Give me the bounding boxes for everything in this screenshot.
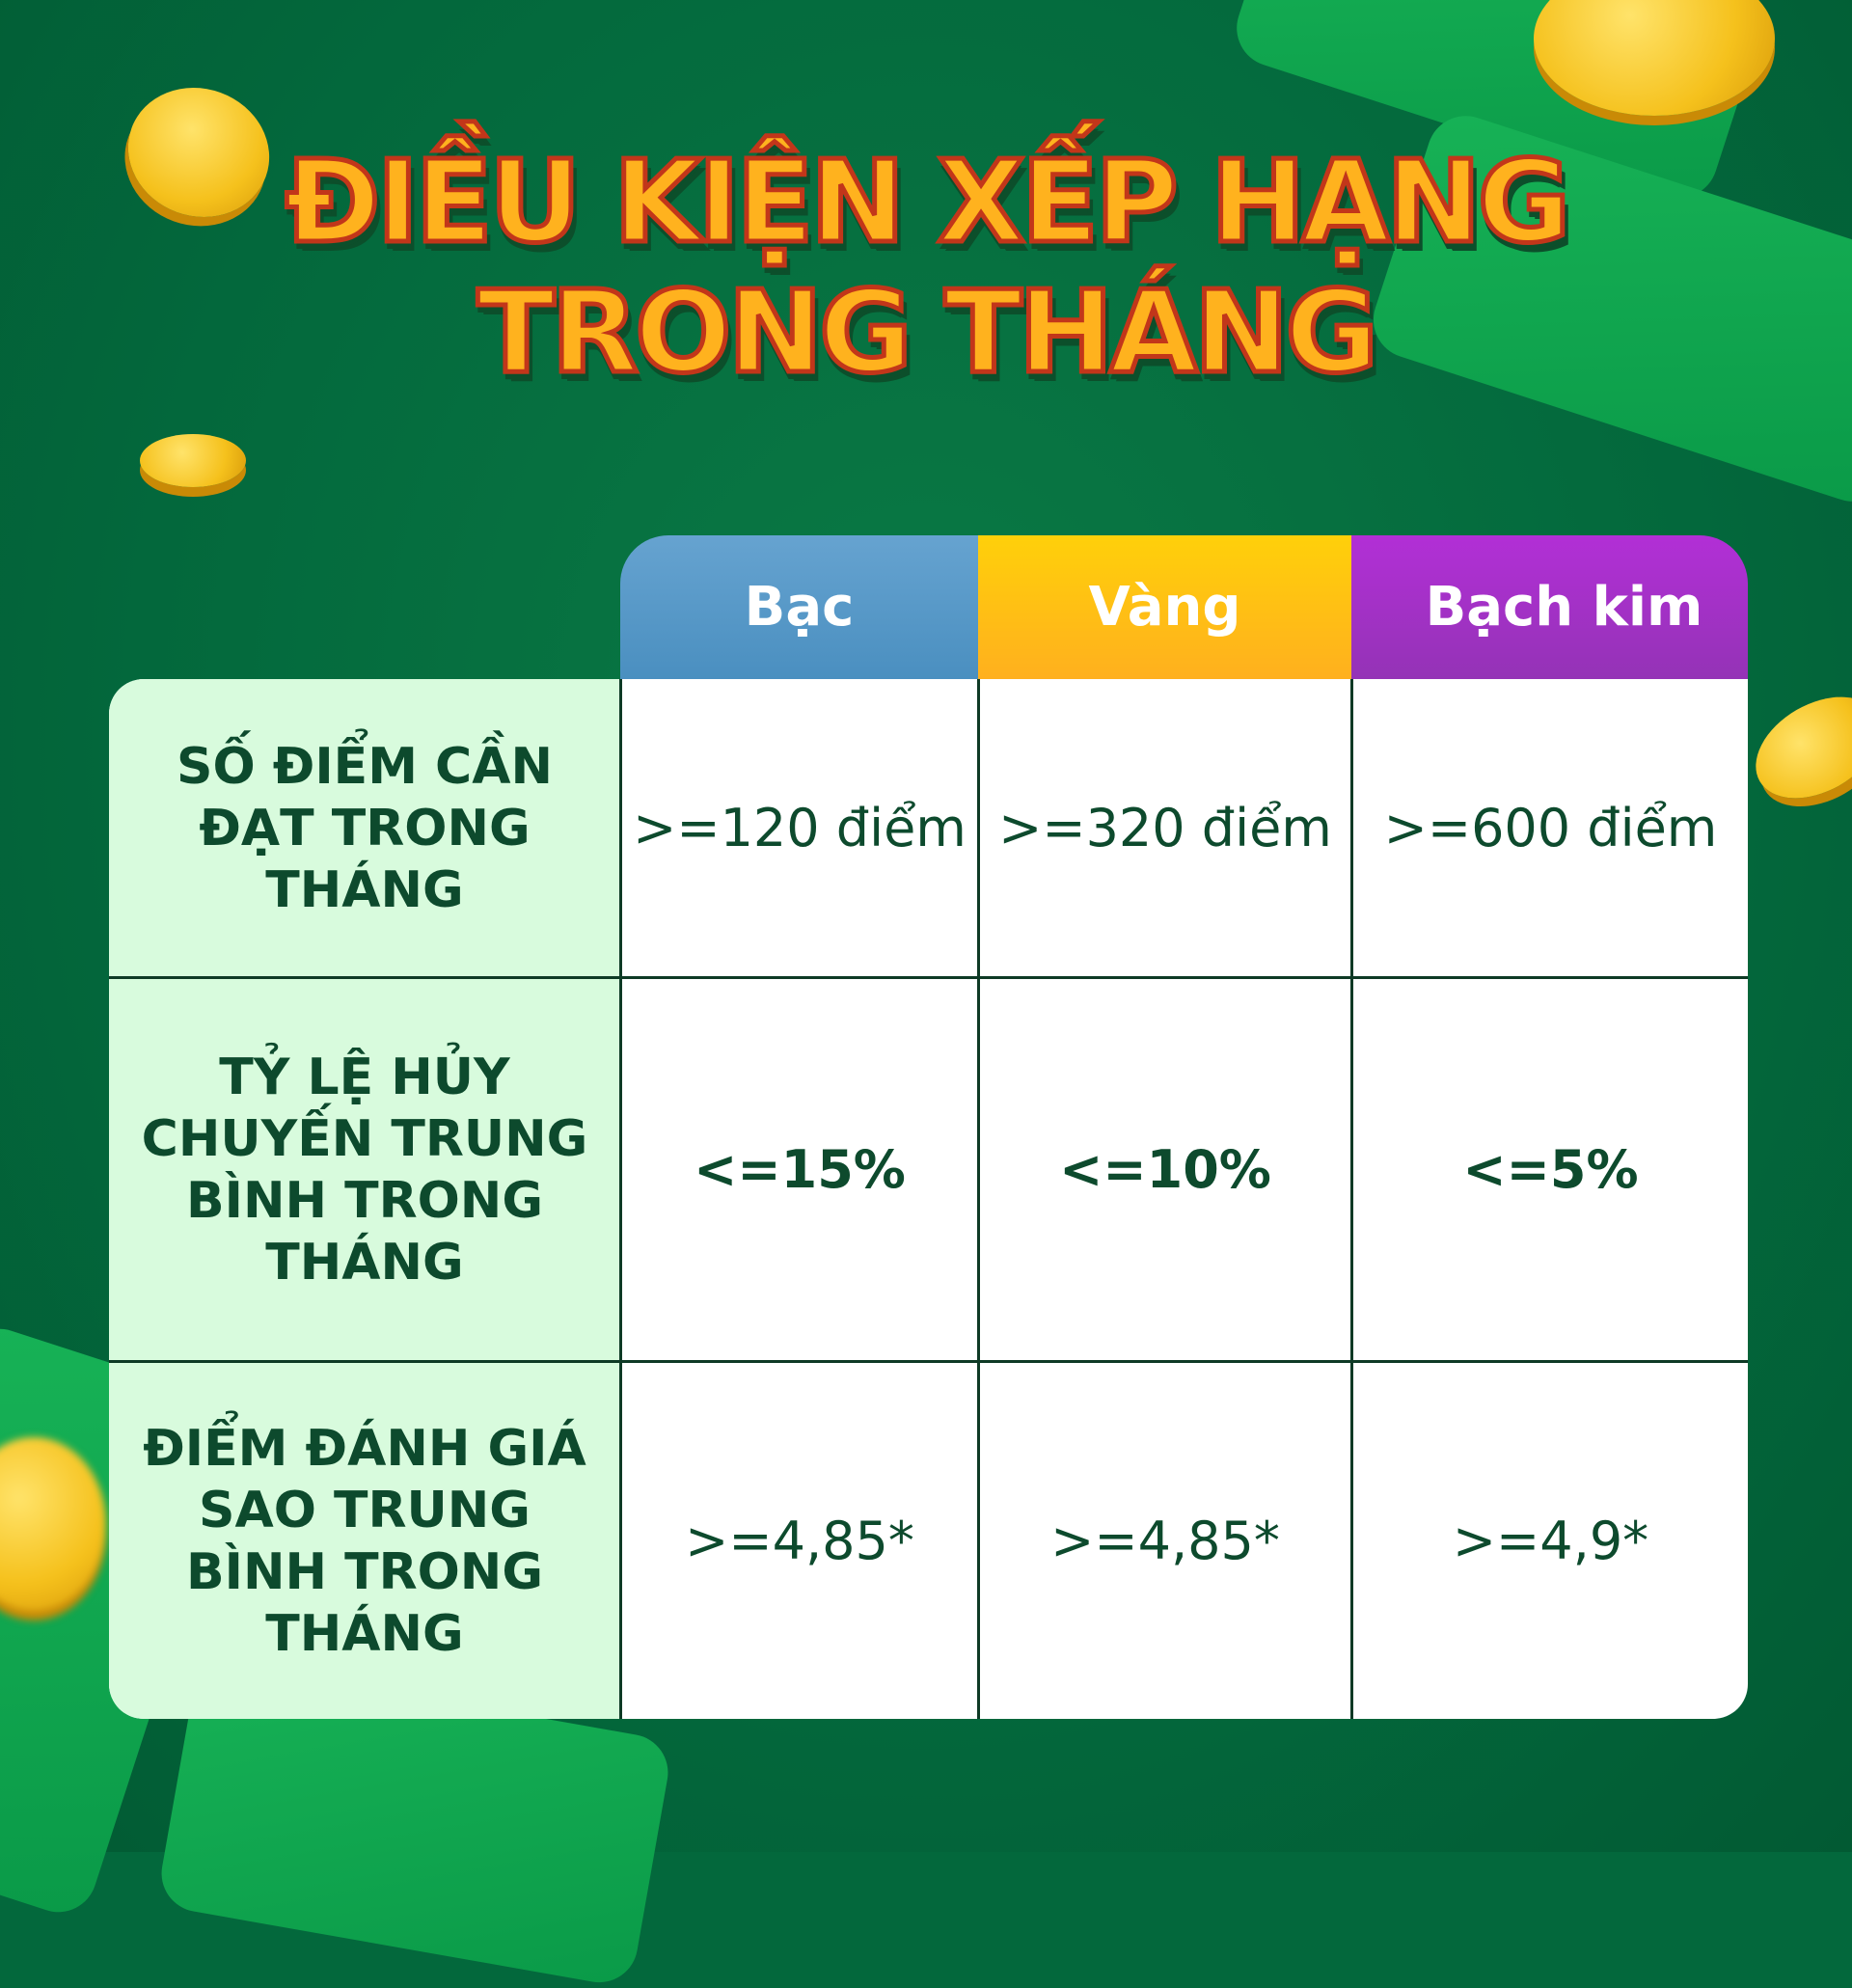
title-line-1: ĐIỀU KIỆN XẾP HẠNG (283, 133, 1573, 271)
divider (109, 976, 1748, 979)
row-label-points: SỐ ĐIỂM CẦN ĐẠT TRONG THÁNG (177, 737, 553, 919)
cell-rating-gold: >=4,85* (1050, 1511, 1280, 1571)
label-column (109, 679, 620, 1719)
ranking-table: SỐ ĐIỂM CẦN ĐẠT TRONG THÁNG >=120 điểm >… (109, 679, 1748, 1719)
cell-cancel-silver: <=15% (694, 1139, 906, 1200)
cell-cancel-gold: <=10% (1059, 1139, 1271, 1200)
row-label-star-rating: ĐIỂM ĐÁNH GIÁ SAO TRUNG BÌNH TRONG THÁNG (143, 1419, 586, 1663)
divider (619, 679, 622, 1719)
column-header-silver: Bạc (620, 535, 978, 679)
divider (1350, 679, 1353, 1719)
column-header-gold: Vàng (978, 535, 1351, 679)
cell-points-silver: >=120 điểm (633, 798, 967, 858)
cell-rating-platinum: >=4,9* (1452, 1511, 1649, 1571)
cell-rating-silver: >=4,85* (685, 1511, 914, 1571)
divider (977, 679, 980, 1719)
column-header-platinum: Bạch kim (1351, 535, 1748, 679)
coin-icon (140, 434, 246, 487)
cell-points-gold: >=320 điểm (998, 798, 1332, 858)
title-line-2: TRONG THÁNG (475, 263, 1381, 401)
row-label-cancel-rate: TỶ LỆ HỦY CHUYẾN TRUNG BÌNH TRONG THÁNG (141, 1048, 588, 1292)
divider (109, 1360, 1748, 1363)
cell-cancel-platinum: <=5% (1462, 1139, 1639, 1200)
cell-points-platinum: >=600 điểm (1383, 798, 1718, 858)
